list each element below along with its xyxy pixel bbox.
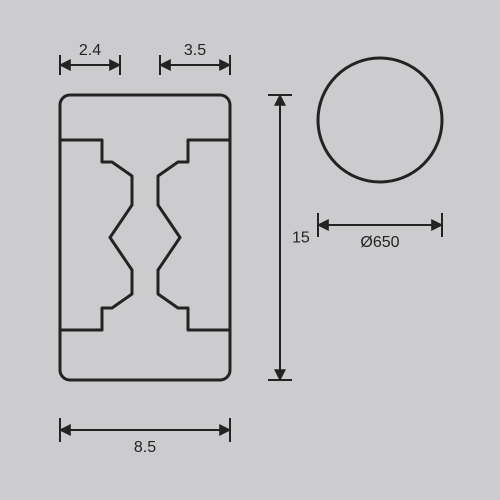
profile-inner-right bbox=[158, 140, 230, 330]
profile-inner-left bbox=[60, 140, 132, 330]
dim-diameter-text: Ø650 bbox=[360, 234, 399, 251]
profile-outline bbox=[60, 95, 230, 380]
dim-bottom-text: 8.5 bbox=[134, 439, 156, 456]
dim-top-left-text: 2.4 bbox=[79, 42, 101, 59]
dim-top-right-text: 3.5 bbox=[184, 42, 206, 59]
plan-circle bbox=[318, 58, 442, 182]
dim-right-text: 15 bbox=[292, 230, 310, 247]
